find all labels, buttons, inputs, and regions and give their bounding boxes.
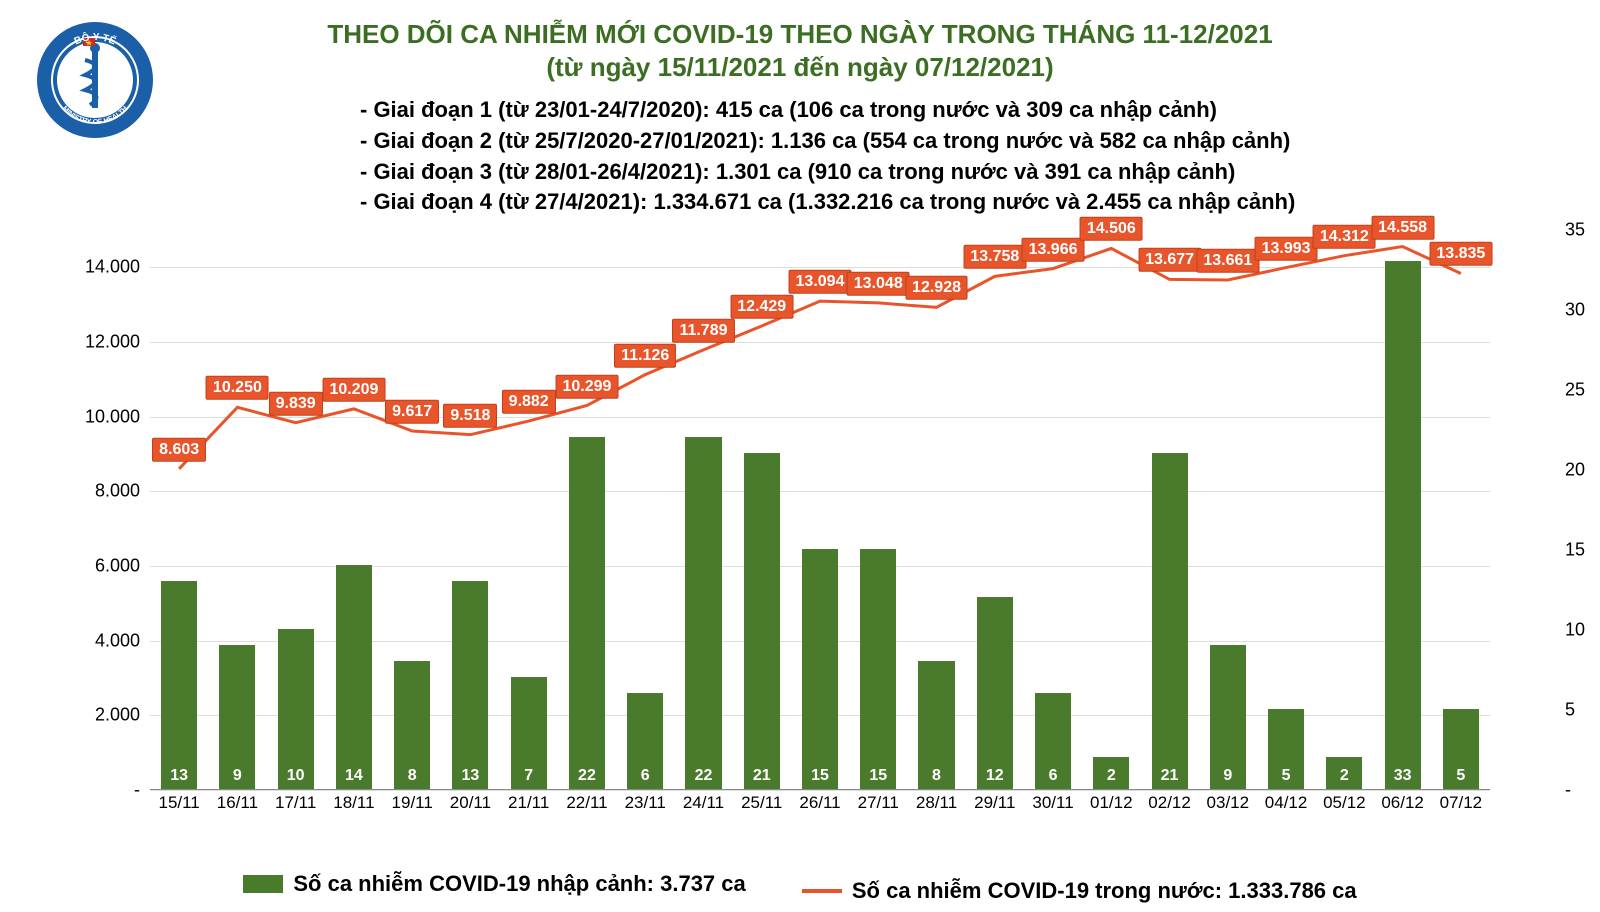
line-value-label: 10.209 [322,378,385,402]
x-tick-label: 21/11 [508,793,549,813]
x-tick-label: 23/11 [625,793,666,813]
y-left-tick: 2.000 [80,705,140,726]
line-value-label: 13.094 [789,270,852,294]
x-tick-label: 03/12 [1207,793,1250,813]
x-tick-label: 25/11 [741,793,782,813]
x-axis: 15/11 16/11 17/11 18/11 19/11 20/11 21/11 22/11… [150,793,1490,817]
line-value-label: 13.966 [1022,237,1085,261]
x-tick-label: 28/11 [916,793,957,813]
legend-line-text: Số ca nhiễm COVID-19 trong nước: 1.333.7… [852,878,1357,904]
title-line1: THEO DÕI CA NHIỄM MỚI COVID-19 THEO NGÀY… [0,18,1600,52]
line-value-label: 14.558 [1371,215,1434,239]
x-tick-label: 29/11 [974,793,1015,813]
y-right-tick: 5 [1565,700,1600,721]
legend-line: Số ca nhiễm COVID-19 trong nước: 1.333.7… [802,878,1357,904]
line-value-label: 14.312 [1313,224,1376,248]
y-left-tick: 12.000 [80,332,140,353]
line-value-label: 12.429 [730,295,793,319]
line-value-label: 8.603 [152,438,206,462]
phase-4: - Giai đoạn 4 (từ 27/4/2021): 1.334.671 … [360,187,1295,218]
phase-1: - Giai đoạn 1 (từ 23/01-24/7/2020): 415 … [360,95,1295,126]
x-tick-label: 17/11 [275,793,316,813]
bar-swatch [243,875,283,893]
line-value-label: 10.299 [555,374,618,398]
line-value-label: 10.250 [206,376,269,400]
y-right-tick: 25 [1565,380,1600,401]
line-value-label: 9.518 [443,403,497,427]
x-tick-label: 24/11 [683,793,724,813]
x-tick-label: 19/11 [392,793,433,813]
line-swatch [802,889,842,893]
line-series [150,230,1490,789]
y-left-tick: 14.000 [80,257,140,278]
line-value-label: 14.506 [1080,217,1143,241]
x-tick-label: 16/11 [217,793,258,813]
y-right-tick: 30 [1565,300,1600,321]
y-right-tick: 15 [1565,540,1600,561]
phase-2: - Giai đoạn 2 (từ 25/7/2020-27/01/2021):… [360,126,1295,157]
x-tick-label: 26/11 [799,793,840,813]
legend-bar: Số ca nhiễm COVID-19 nhập cảnh: 3.737 ca [243,871,745,897]
x-tick-label: 22/11 [566,793,607,813]
x-tick-label: 01/12 [1090,793,1133,813]
phase-summary: - Giai đoạn 1 (từ 23/01-24/7/2020): 415 … [360,95,1295,218]
line-value-label: 9.882 [502,390,556,414]
title-line2: (từ ngày 15/11/2021 đến ngày 07/12/2021) [0,52,1600,83]
line-value-label: 9.839 [269,391,323,415]
x-tick-label: 05/12 [1323,793,1366,813]
x-tick-label: 04/12 [1265,793,1308,813]
x-tick-label: 07/12 [1440,793,1483,813]
x-tick-label: 02/12 [1148,793,1191,813]
line-value-label: 13.677 [1138,248,1201,272]
x-tick-label: 27/11 [858,793,899,813]
line-value-label: 12.928 [905,276,968,300]
y-axis-left: -2.0004.0006.0008.00010.00012.00014.000 [80,230,140,790]
line-value-label: 13.661 [1196,249,1259,273]
x-tick-label: 18/11 [333,793,374,813]
line-value-label: 13.993 [1255,236,1318,260]
y-left-tick: 4.000 [80,630,140,651]
y-left-tick: - [80,780,140,801]
plot-area: 15/1116/1117/1118/1119/1120/1121/1122/11… [150,230,1490,790]
y-left-tick: 8.000 [80,481,140,502]
y-right-tick: 35 [1565,220,1600,241]
y-right-tick: 20 [1565,460,1600,481]
chart-area: -2.0004.0006.0008.00010.00012.00014.000 … [80,230,1550,820]
x-tick-label: 30/11 [1032,793,1073,813]
legend-bar-text: Số ca nhiễm COVID-19 nhập cảnh: 3.737 ca [293,871,745,897]
y-axis-right: -5101520253035 [1565,230,1600,790]
y-left-tick: 10.000 [80,406,140,427]
line-value-label: 9.617 [385,400,439,424]
line-value-label: 13.835 [1429,242,1492,266]
x-tick-label: 20/11 [450,793,491,813]
line-value-label: 13.048 [847,272,910,296]
line-value-label: 13.758 [963,245,1026,269]
x-tick-label: 06/12 [1381,793,1424,813]
y-right-tick: - [1565,780,1600,801]
x-tick-label: 15/11 [158,793,199,813]
phase-3: - Giai đoạn 3 (từ 28/01-26/4/2021): 1.30… [360,157,1295,188]
y-left-tick: 6.000 [80,556,140,577]
legend: Số ca nhiễm COVID-19 nhập cảnh: 3.737 ca… [0,871,1600,904]
line-value-label: 11.126 [614,343,676,367]
y-right-tick: 10 [1565,620,1600,641]
gridline [150,790,1490,791]
line-value-label: 11.789 [672,319,734,343]
chart-title: THEO DÕI CA NHIỄM MỚI COVID-19 THEO NGÀY… [0,18,1600,83]
